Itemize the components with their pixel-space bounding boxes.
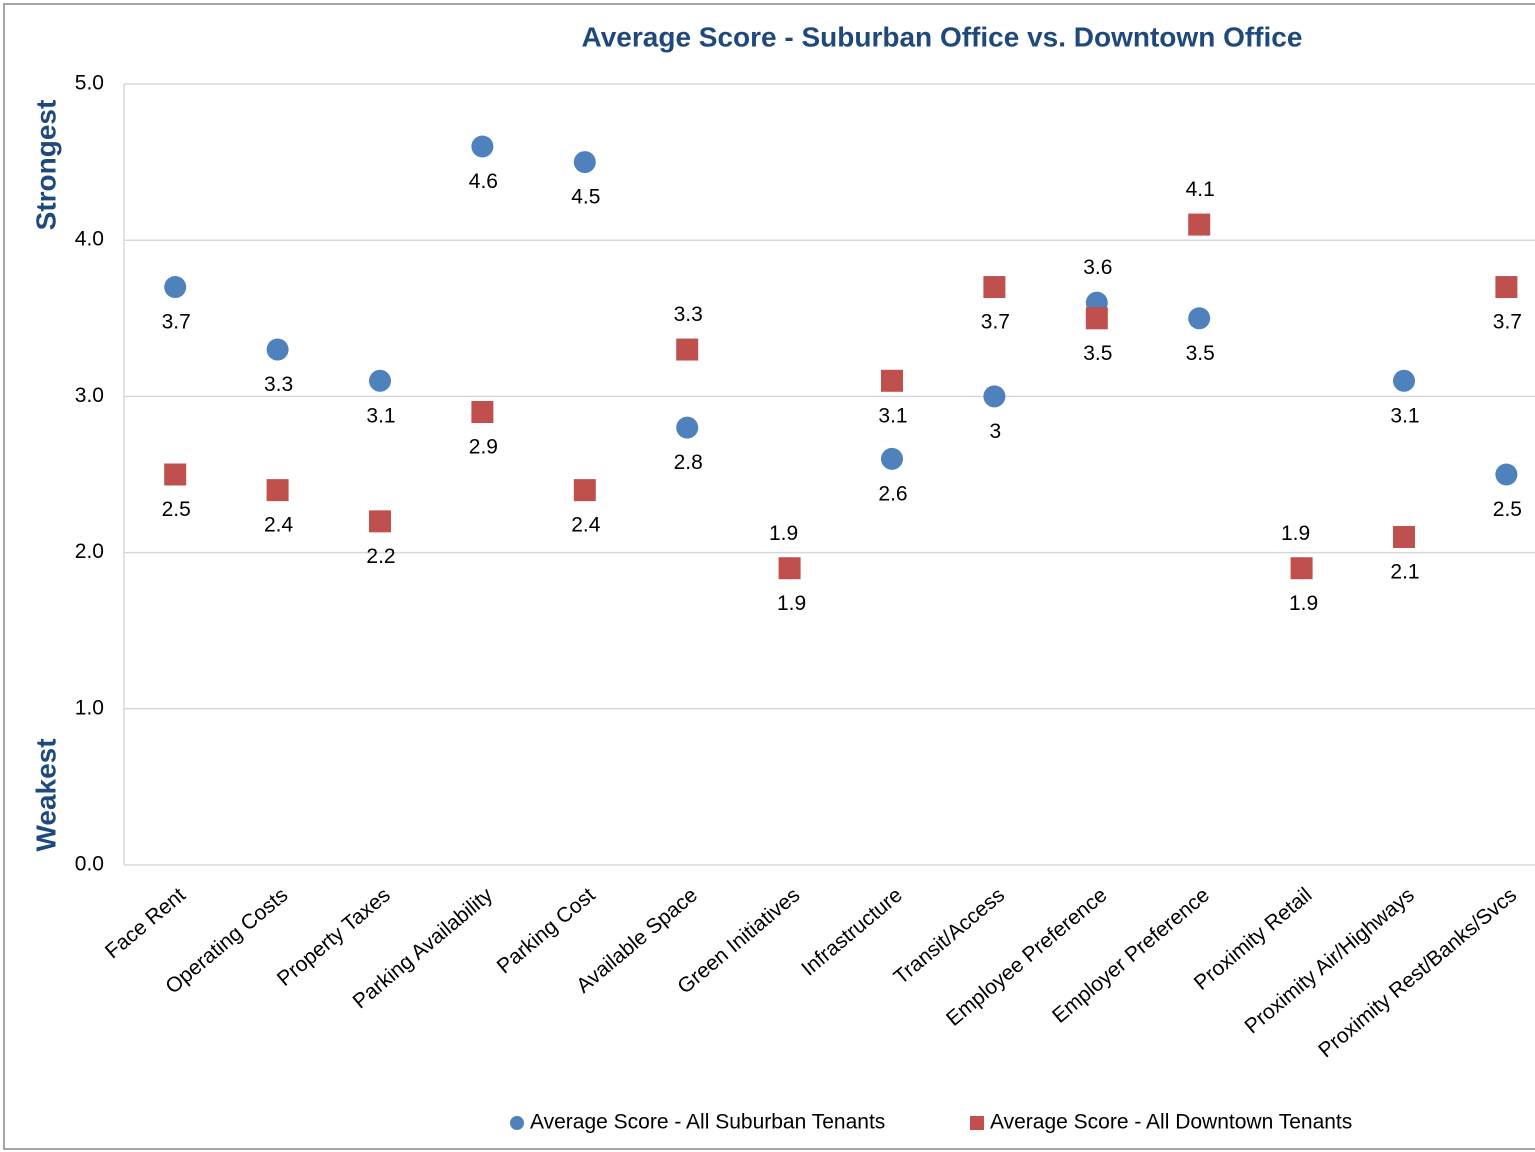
y-tick-label: 5.0	[75, 72, 104, 95]
point	[164, 463, 187, 486]
point	[881, 369, 903, 392]
y-tick-label: 4.0	[75, 228, 104, 251]
legend-label: Average Score - All Downtown Tenants	[990, 1111, 1352, 1134]
point	[1393, 369, 1415, 392]
y-bottom-label: Weakest	[30, 738, 61, 851]
data-label: 2.2	[366, 545, 395, 568]
data-label: 3	[990, 420, 1002, 443]
chart-title: Average Score - Suburban Office vs. Down…	[582, 21, 1303, 52]
x-tick-label: Infrastructure	[797, 883, 907, 980]
point	[1495, 276, 1518, 299]
data-label: 1.9	[777, 592, 806, 615]
data-label: 2.4	[571, 514, 601, 537]
point	[266, 338, 289, 361]
data-label: 2.5	[162, 498, 191, 521]
point	[983, 276, 1006, 299]
point	[1290, 557, 1313, 580]
data-label: 3.7	[1493, 311, 1522, 334]
point	[1188, 213, 1211, 236]
data-label: 3.1	[878, 404, 907, 427]
data-label: 3.6	[1083, 256, 1112, 279]
point	[1495, 463, 1518, 486]
data-label: 3.3	[674, 303, 703, 326]
data-label: 3.5	[1083, 342, 1112, 365]
point	[1085, 307, 1108, 330]
legend-marker	[970, 1116, 984, 1130]
data-label: 3.1	[366, 404, 395, 427]
point	[164, 276, 187, 299]
point	[369, 369, 391, 392]
point	[471, 135, 494, 158]
chart-frame	[3, 3, 1535, 1150]
data-label: 3.7	[981, 311, 1010, 334]
legend-marker	[510, 1116, 524, 1130]
data-label: 4.1	[1186, 178, 1215, 201]
data-label: 2.5	[1493, 498, 1522, 521]
data-label: 2.8	[674, 451, 703, 474]
point	[369, 510, 391, 533]
data-label: 3.5	[1186, 342, 1215, 365]
x-tick-label: Proximity Air/Highways	[1240, 883, 1418, 1038]
point	[881, 447, 903, 470]
data-label: 4.5	[571, 186, 600, 209]
y-tick-label: 2.0	[75, 540, 104, 563]
point	[573, 151, 596, 174]
y-tick-label: 1.0	[75, 696, 104, 719]
point	[676, 416, 699, 439]
point	[676, 338, 699, 361]
data-label: 3.7	[162, 311, 191, 334]
point	[471, 401, 494, 424]
legend-label: Average Score - All Suburban Tenants	[530, 1111, 885, 1134]
data-label: 3.1	[1390, 404, 1419, 427]
data-label: 2.1	[1390, 561, 1419, 584]
data-label: 2.4	[264, 514, 294, 537]
point	[573, 479, 596, 502]
data-label: 3.3	[264, 373, 293, 396]
y-tick-label: 0.0	[75, 853, 104, 876]
data-label: 1.9	[1281, 522, 1310, 545]
data-label: 1.9	[1289, 592, 1318, 615]
x-tick-label: Parking Cost	[493, 883, 600, 978]
point	[1188, 307, 1211, 330]
y-tick-label: 3.0	[75, 384, 104, 407]
x-tick-label: Proximity Rest/Banks/Svcs	[1314, 883, 1521, 1062]
y-top-label: Strongest	[30, 100, 61, 231]
data-label: 2.6	[878, 482, 907, 505]
point	[983, 385, 1006, 408]
point	[266, 479, 289, 502]
data-label: 2.9	[469, 436, 498, 459]
x-tick-label: Face Rent	[101, 883, 190, 963]
point	[1393, 525, 1415, 548]
point	[778, 557, 801, 580]
data-label: 1.9	[769, 522, 798, 545]
data-label: 4.6	[469, 170, 498, 193]
